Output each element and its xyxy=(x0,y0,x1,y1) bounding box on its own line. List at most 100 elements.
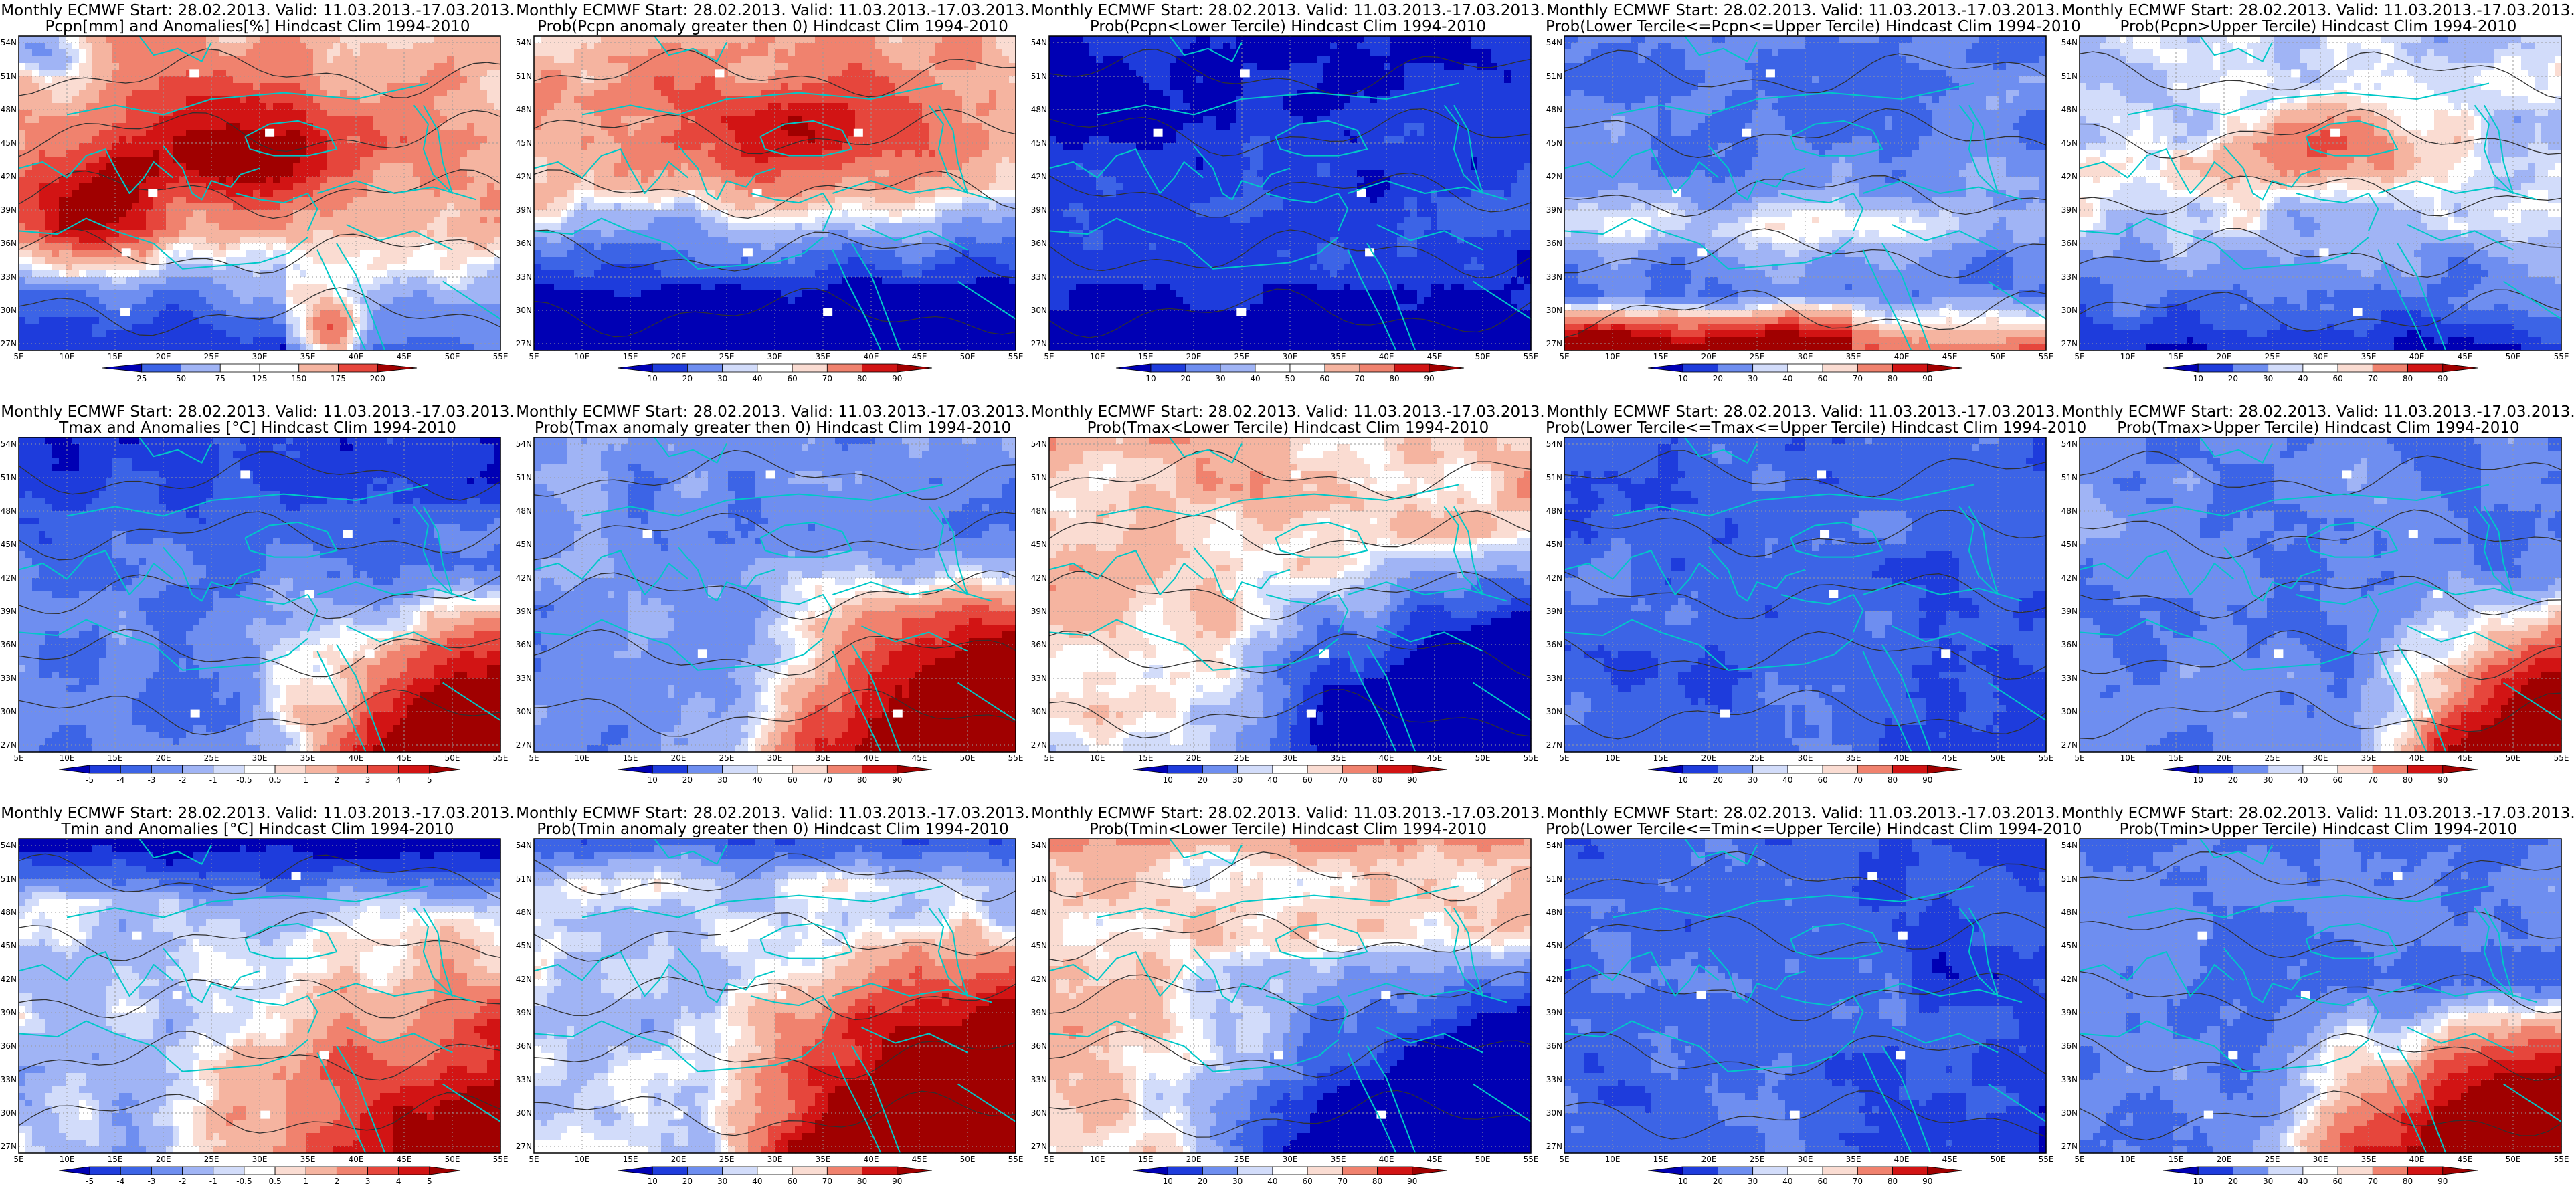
lat-label: 33N xyxy=(1,674,17,683)
lon-label: 25E xyxy=(2265,352,2280,361)
field-shading xyxy=(1049,36,1532,351)
colorbar-tick-label: 20 xyxy=(1713,374,1723,383)
lon-label: 50E xyxy=(960,352,976,361)
map-graticule xyxy=(19,36,500,350)
colorbar-tick-label: 30 xyxy=(717,374,727,383)
lon-label: 40E xyxy=(1379,1155,1394,1164)
lat-label: 39N xyxy=(1546,607,1562,616)
lat-label: 33N xyxy=(2061,674,2078,683)
lon-label: 55E xyxy=(493,352,509,361)
colorbar-tick-label: 75 xyxy=(215,374,225,383)
lon-label: 10E xyxy=(575,753,590,763)
lon-label: 45E xyxy=(397,753,412,763)
lon-label: 10E xyxy=(2120,1155,2136,1164)
lon-label: 10E xyxy=(1090,753,1105,763)
lon-label: 10E xyxy=(575,352,590,361)
lat-label: 36N xyxy=(1,239,17,248)
colorbar: 10 20 30 40 60 70 80 90 xyxy=(617,363,933,383)
lon-label: 50E xyxy=(1991,1155,2006,1164)
lat-label: 33N xyxy=(1,272,17,282)
lat-label: 36N xyxy=(1546,239,1562,248)
lon-label: 20E xyxy=(1701,1155,1717,1164)
lon-label: 30E xyxy=(1798,1155,1813,1164)
panel-title-line2: Prob(Lower Tercile<=Pcpn<=Upper Tercile)… xyxy=(1546,19,2081,35)
lon-label: 25E xyxy=(719,352,735,361)
colorbar-tick-label: 10 xyxy=(1163,1177,1173,1186)
lon-label: 15E xyxy=(1138,1155,1154,1164)
lat-label: 45N xyxy=(1031,540,1047,549)
lat-label: 45N xyxy=(2061,138,2078,148)
lon-label: 40E xyxy=(1894,753,1910,763)
field-shading xyxy=(1564,437,2047,752)
panel-title-line1: Monthly ECMWF Start: 28.02.2013. Valid: … xyxy=(0,404,515,420)
lat-label: 27N xyxy=(1031,339,1047,348)
lat-label: 33N xyxy=(516,272,532,282)
lon-label: 35E xyxy=(1331,753,1346,763)
panel-title-line1: Monthly ECMWF Start: 28.02.2013. Valid: … xyxy=(2061,404,2576,420)
colorbar-tick-label: 70 xyxy=(2368,374,2378,383)
forecast-map: 54N 51N 48N 45N 42N 39N 36N 33N 30N 27N 5E 10E 15E 20… xyxy=(1031,437,1538,785)
lon-label: 5E xyxy=(1559,753,1569,763)
lon-label: 5E xyxy=(1044,1155,1054,1164)
colorbar-tick-label: -5 xyxy=(86,1177,94,1186)
coastlines xyxy=(1048,838,1532,1154)
lon-label: 20E xyxy=(671,352,686,361)
panel-title-line2: Prob(Pcpn<Lower Tercile) Hindcast Clim 1… xyxy=(1030,19,1546,35)
lat-label: 30N xyxy=(1031,306,1047,315)
lat-label: 51N xyxy=(2061,473,2078,482)
lat-label: 33N xyxy=(1546,1075,1562,1084)
colorbar: 10 20 30 40 60 70 80 90 xyxy=(617,1166,933,1186)
colorbar-tick-label: 80 xyxy=(857,1177,867,1186)
lon-label: 5E xyxy=(1044,753,1054,763)
map-frame xyxy=(1564,437,2047,752)
coastlines xyxy=(18,437,501,752)
lat-label: 30N xyxy=(1546,707,1562,716)
lat-label: 39N xyxy=(2061,1008,2078,1017)
panel-title-line1: Monthly ECMWF Start: 28.02.2013. Valid: … xyxy=(515,805,1030,821)
lon-label: 45E xyxy=(912,753,927,763)
colorbar-tick-label: 80 xyxy=(2403,775,2413,785)
map-panel-tmin-prob: 54N 51N 48N 45N 42N 39N 36N 33N 30N 27N 5E 10E 15E 20… xyxy=(515,803,1030,1204)
lon-label: 15E xyxy=(108,753,123,763)
field-shading xyxy=(1564,839,2047,1154)
panel-title-line2: Prob(Lower Tercile<=Tmax<=Upper Tercile)… xyxy=(1546,420,2086,436)
lat-label: 45N xyxy=(1,540,17,549)
lon-label: 25E xyxy=(719,753,735,763)
lon-label: 30E xyxy=(1798,753,1813,763)
lon-label: 25E xyxy=(204,753,219,763)
colorbar: 10 20 30 40 60 70 80 90 xyxy=(1647,1166,1963,1186)
lon-label: 45E xyxy=(2458,352,2473,361)
lon-label: 45E xyxy=(1427,352,1443,361)
lon-label: 55E xyxy=(2554,1155,2569,1164)
lon-label: 15E xyxy=(623,753,638,763)
lon-label: 25E xyxy=(1750,1155,1765,1164)
lon-label: 10E xyxy=(575,1155,590,1164)
lat-label: 30N xyxy=(1546,1108,1562,1118)
lat-label: 33N xyxy=(516,674,532,683)
lon-label: 25E xyxy=(2265,1155,2280,1164)
lat-label: 36N xyxy=(516,1041,532,1051)
map-panel-pcpn-prob: 54N 51N 48N 45N 42N 39N 36N 33N 30N 27N 5E 10E 15E 20… xyxy=(515,0,1030,401)
colorbar: 10 20 30 40 60 70 80 90 xyxy=(1132,765,1448,785)
colorbar-tick-label: 60 xyxy=(1302,775,1312,785)
lat-label: 54N xyxy=(1031,841,1047,850)
lat-label: 42N xyxy=(1031,573,1047,583)
lon-label: 55E xyxy=(1008,1155,1024,1164)
panel-title-line1: Monthly ECMWF Start: 28.02.2013. Valid: … xyxy=(1030,805,1546,821)
map-graticule xyxy=(19,839,500,1153)
lon-label: 30E xyxy=(1283,753,1298,763)
lat-label: 36N xyxy=(516,239,532,248)
lat-label: 33N xyxy=(1031,1075,1047,1084)
colorbar-tick-label: 20 xyxy=(682,775,693,785)
panel-title-line2: Prob(Tmin>Upper Tercile) Hindcast Clim 1… xyxy=(2061,821,2576,837)
lon-label: 40E xyxy=(2409,352,2425,361)
lat-label: 45N xyxy=(1546,540,1562,549)
lon-label: 30E xyxy=(1283,1155,1298,1164)
colorbar-tick-label: 50 xyxy=(1285,374,1295,383)
lat-label: 27N xyxy=(1546,740,1562,750)
colorbar-tick-label: 90 xyxy=(1922,1177,1932,1186)
colorbar-tick-label: 30 xyxy=(1215,374,1225,383)
lon-label: 40E xyxy=(864,352,879,361)
lat-label: 48N xyxy=(2061,105,2078,114)
lat-label: 51N xyxy=(1,874,17,884)
